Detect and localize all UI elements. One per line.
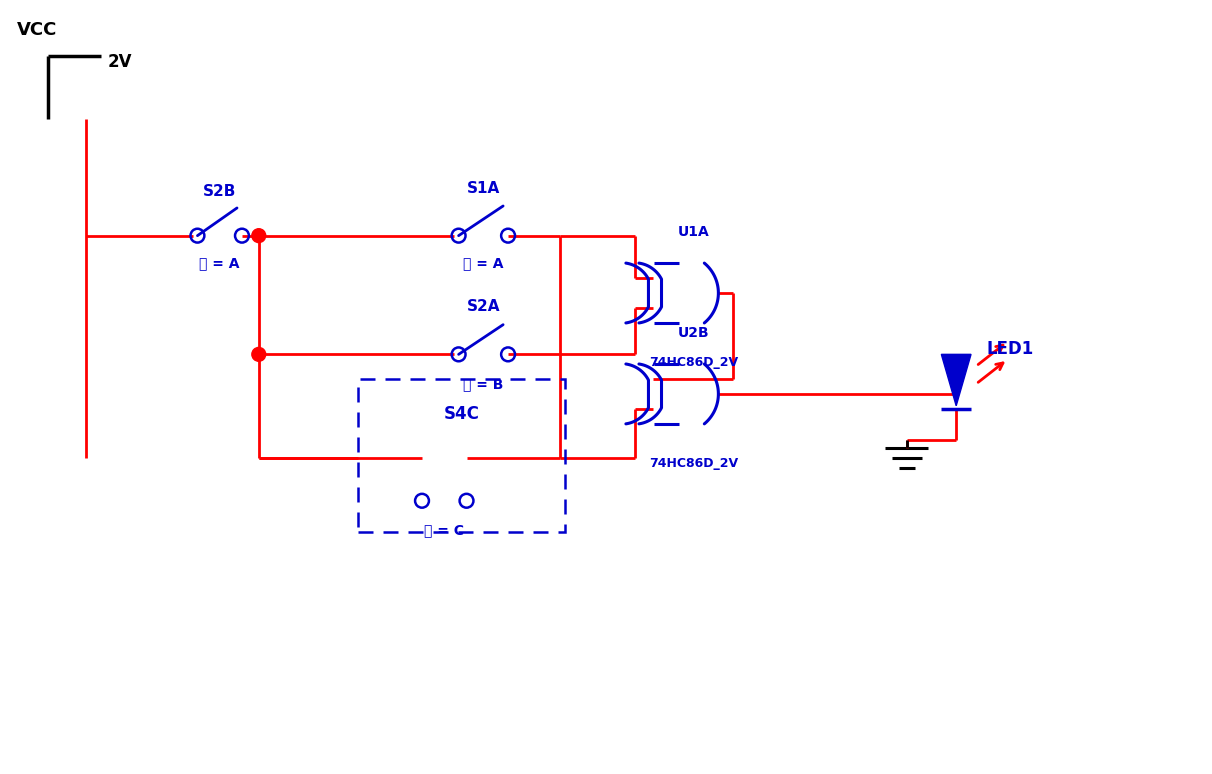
Text: VCC: VCC [17,21,57,39]
Text: S2A: S2A [467,300,501,314]
Text: 键 = B: 键 = B [463,377,503,391]
Text: S4C: S4C [444,405,480,423]
Text: 键 = A: 键 = A [199,256,240,270]
Text: 键 = C: 键 = C [424,523,464,537]
Text: 键 = A: 键 = A [463,256,503,270]
Polygon shape [942,354,971,406]
Text: S2B: S2B [202,183,236,199]
Text: U1A: U1A [679,224,710,238]
Text: S1A: S1A [467,180,501,196]
Text: 74HC86D_2V: 74HC86D_2V [650,356,738,368]
Text: LED1: LED1 [987,341,1034,358]
Bar [358,379,566,533]
Text: U2B: U2B [679,326,710,340]
Circle shape [252,348,265,361]
Text: 2V: 2V [108,53,132,70]
Circle shape [252,229,265,242]
Text: 74HC86D_2V: 74HC86D_2V [650,457,738,470]
